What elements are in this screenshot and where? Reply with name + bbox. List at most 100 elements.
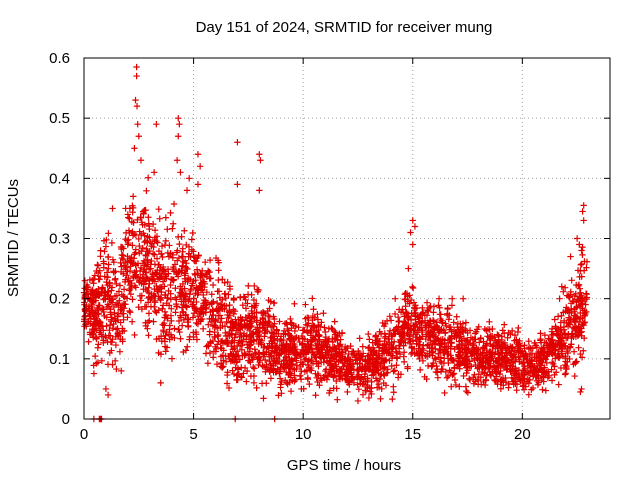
data-point bbox=[525, 391, 532, 398]
data-point bbox=[522, 383, 529, 390]
data-point bbox=[314, 340, 321, 348]
data-point bbox=[168, 355, 176, 362]
data-point bbox=[258, 341, 265, 348]
data-point bbox=[238, 346, 246, 353]
data-point bbox=[388, 362, 395, 370]
data-point bbox=[494, 331, 501, 338]
data-point bbox=[180, 309, 187, 316]
data-point bbox=[222, 294, 230, 302]
data-point bbox=[129, 209, 136, 216]
data-point bbox=[285, 343, 292, 350]
x-tick-label: 5 bbox=[189, 426, 197, 443]
data-point bbox=[455, 343, 462, 351]
data-point bbox=[501, 354, 508, 361]
data-point bbox=[557, 319, 565, 326]
data-point bbox=[161, 308, 169, 316]
data-point bbox=[302, 349, 310, 357]
data-point bbox=[114, 312, 121, 320]
data-point bbox=[223, 340, 231, 348]
data-point bbox=[561, 343, 569, 350]
data-point bbox=[146, 277, 153, 285]
data-point bbox=[534, 381, 542, 388]
data-point bbox=[476, 339, 483, 346]
data-point bbox=[160, 328, 167, 335]
data-point bbox=[185, 297, 192, 305]
data-point bbox=[399, 323, 407, 331]
data-point bbox=[368, 378, 375, 386]
data-point bbox=[569, 298, 576, 305]
data-point bbox=[556, 342, 563, 349]
data-point bbox=[573, 235, 581, 242]
data-point bbox=[266, 357, 273, 365]
data-point bbox=[151, 236, 158, 244]
data-point bbox=[459, 349, 466, 356]
data-point bbox=[245, 282, 252, 290]
data-point bbox=[170, 200, 178, 208]
data-point bbox=[162, 271, 170, 278]
data-point bbox=[198, 306, 205, 313]
data-point bbox=[354, 397, 362, 405]
data-point bbox=[329, 325, 336, 333]
data-point bbox=[404, 322, 411, 329]
data-point bbox=[310, 306, 317, 313]
data-point bbox=[445, 350, 452, 358]
data-point bbox=[107, 338, 115, 346]
data-point bbox=[261, 356, 269, 364]
data-point bbox=[188, 246, 196, 253]
data-point bbox=[544, 344, 552, 352]
data-point bbox=[194, 181, 202, 188]
data-point bbox=[244, 300, 251, 307]
data-point bbox=[328, 324, 335, 332]
data-point bbox=[122, 276, 129, 283]
data-point bbox=[533, 365, 540, 373]
data-point bbox=[98, 357, 106, 365]
data-point bbox=[552, 369, 560, 376]
data-point bbox=[265, 351, 273, 358]
data-point bbox=[545, 372, 553, 380]
data-point bbox=[151, 227, 159, 234]
data-point bbox=[316, 332, 323, 339]
data-point bbox=[528, 367, 535, 374]
data-point bbox=[106, 280, 113, 287]
data-point bbox=[342, 347, 349, 355]
data-point bbox=[154, 288, 161, 295]
data-point bbox=[132, 96, 139, 104]
data-point bbox=[566, 294, 573, 301]
data-point bbox=[178, 253, 186, 260]
data-point bbox=[176, 120, 183, 128]
data-point bbox=[434, 374, 442, 381]
data-point bbox=[538, 376, 545, 384]
data-point bbox=[225, 384, 233, 392]
data-point bbox=[229, 323, 236, 331]
data-point bbox=[206, 331, 213, 338]
data-point bbox=[337, 372, 345, 379]
data-point bbox=[94, 344, 102, 351]
data-point bbox=[580, 347, 587, 354]
data-point bbox=[155, 261, 162, 268]
data-point bbox=[179, 245, 186, 252]
data-point bbox=[140, 281, 147, 288]
data-point bbox=[162, 291, 169, 299]
data-point bbox=[81, 307, 89, 314]
data-point bbox=[175, 133, 182, 140]
data-point bbox=[315, 333, 322, 340]
data-point bbox=[105, 253, 112, 261]
data-point bbox=[437, 368, 445, 375]
data-point bbox=[451, 333, 458, 341]
data-point bbox=[185, 250, 193, 257]
data-point bbox=[391, 330, 398, 337]
data-point bbox=[390, 389, 397, 396]
data-point bbox=[482, 357, 489, 365]
data-point bbox=[178, 322, 186, 329]
data-point bbox=[298, 346, 306, 354]
data-point bbox=[142, 252, 150, 259]
data-point bbox=[320, 310, 327, 317]
data-point bbox=[242, 296, 249, 303]
data-point bbox=[153, 120, 160, 128]
data-point bbox=[133, 72, 140, 80]
data-point bbox=[126, 287, 133, 294]
data-point bbox=[270, 299, 278, 307]
data-point bbox=[532, 342, 540, 349]
data-point bbox=[85, 338, 92, 345]
data-point bbox=[485, 365, 492, 373]
